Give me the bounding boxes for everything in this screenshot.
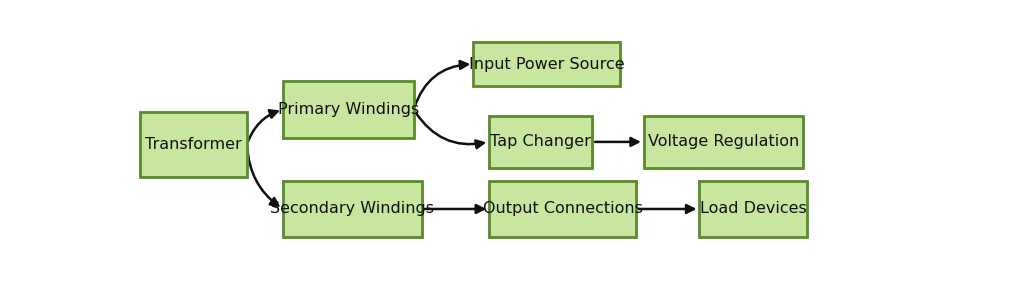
Text: Load Devices: Load Devices: [699, 201, 806, 216]
FancyBboxPatch shape: [644, 116, 803, 168]
Text: Tap Changer: Tap Changer: [490, 134, 591, 149]
FancyBboxPatch shape: [489, 181, 636, 237]
FancyBboxPatch shape: [283, 181, 422, 237]
FancyBboxPatch shape: [140, 112, 247, 176]
Text: Primary Windings: Primary Windings: [278, 102, 419, 117]
FancyBboxPatch shape: [283, 81, 414, 138]
Text: Input Power Source: Input Power Source: [469, 56, 625, 71]
Text: Voltage Regulation: Voltage Regulation: [647, 134, 799, 149]
Text: Output Connections: Output Connections: [482, 201, 642, 216]
FancyBboxPatch shape: [489, 116, 592, 168]
Text: Transformer: Transformer: [145, 137, 242, 151]
Text: Secondary Windings: Secondary Windings: [270, 201, 434, 216]
FancyBboxPatch shape: [473, 42, 620, 86]
FancyBboxPatch shape: [699, 181, 807, 237]
